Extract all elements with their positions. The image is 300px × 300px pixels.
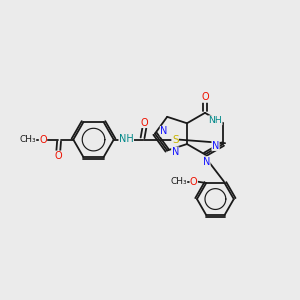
Text: O: O [54,151,62,161]
Text: N: N [212,140,219,151]
Text: CH₃: CH₃ [170,177,187,186]
Text: O: O [39,135,47,145]
Text: N: N [172,147,179,157]
Text: O: O [141,118,148,128]
Text: O: O [190,177,197,187]
Text: NH: NH [119,134,134,144]
Text: O: O [201,92,209,102]
Text: N: N [203,157,210,166]
Text: S: S [172,135,178,145]
Text: N: N [160,126,168,136]
Text: CH₃: CH₃ [19,135,36,144]
Text: NH: NH [208,116,222,125]
